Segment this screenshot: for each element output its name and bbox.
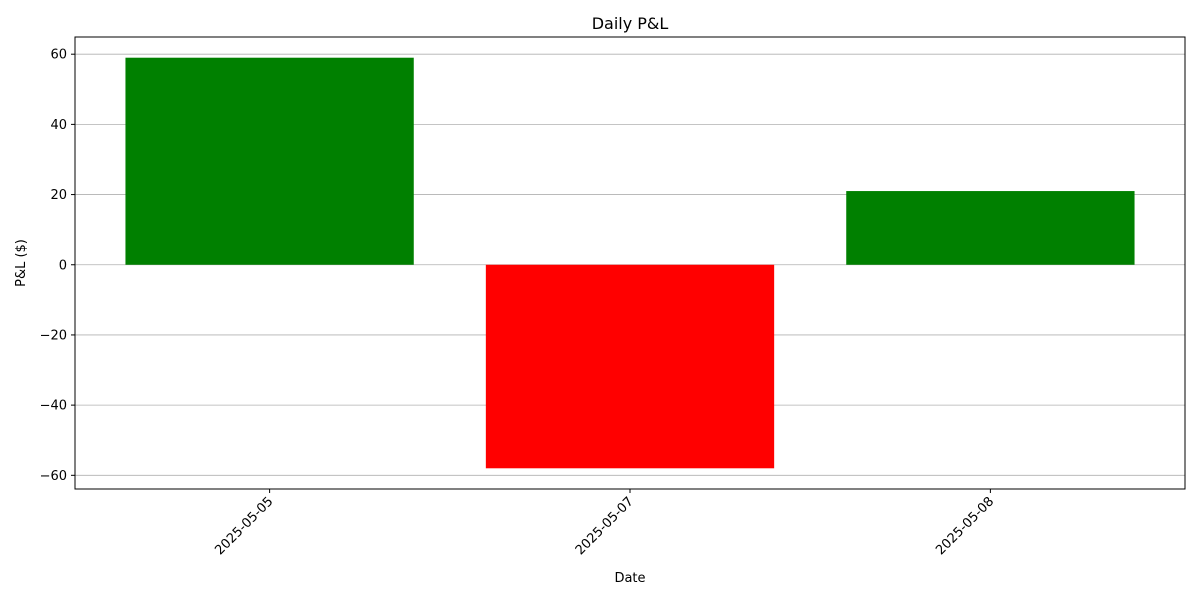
y-tick-label: −60	[40, 469, 67, 484]
bar-2025-05-05	[125, 57, 414, 265]
x-tick-label: 2025-05-05	[212, 494, 276, 558]
bar-2025-05-07	[485, 264, 775, 469]
x-tick-label: 2025-05-07	[573, 494, 637, 558]
y-tick-label: 60	[50, 48, 67, 63]
y-tick-label: 40	[50, 118, 67, 133]
y-axis-ticks: 60 40 20 0 −20 −40 −60	[40, 48, 75, 484]
x-tick-label: 2025-05-08	[933, 494, 997, 558]
x-axis-label: Date	[614, 571, 645, 586]
bar-2025-05-08	[846, 191, 1135, 265]
y-tick-label: −20	[40, 328, 67, 343]
chart-title: Daily P&L	[592, 14, 669, 33]
x-axis-ticks: 2025-05-05 2025-05-07 2025-05-08	[212, 489, 997, 558]
bars	[125, 57, 1135, 469]
y-axis-label: P&L ($)	[14, 239, 29, 287]
y-tick-label: −40	[40, 399, 67, 414]
y-tick-label: 20	[50, 188, 67, 203]
y-tick-label: 0	[59, 258, 67, 273]
